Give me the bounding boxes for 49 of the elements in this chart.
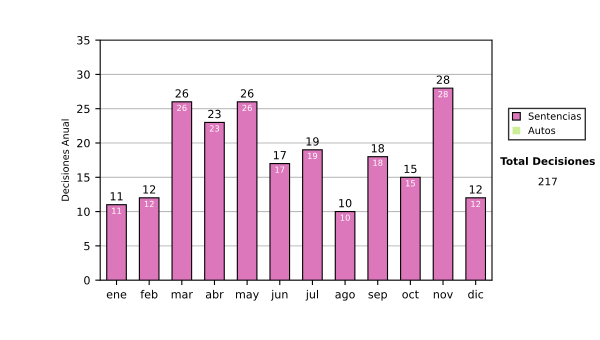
total-label: 15 bbox=[404, 164, 416, 174]
y-tick-label: 25 bbox=[77, 104, 90, 114]
total-label: 28 bbox=[436, 76, 450, 84]
x-tick-label: nov bbox=[434, 292, 453, 298]
x-tick-label: mar bbox=[172, 292, 193, 298]
total-label: 26 bbox=[240, 89, 254, 98]
data-label: 26 bbox=[177, 104, 187, 112]
total-label: 19 bbox=[306, 137, 319, 146]
x-tick-label: jul bbox=[306, 290, 318, 301]
data-label: 15 bbox=[406, 180, 415, 186]
data-label: 28 bbox=[438, 91, 448, 98]
y-tick-label: 35 bbox=[77, 36, 90, 44]
data-label: 12 bbox=[471, 200, 480, 207]
y-tick-label: 0 bbox=[84, 276, 90, 285]
y-tick-label: 5 bbox=[84, 242, 90, 250]
total-label: 23 bbox=[208, 110, 221, 118]
y-tick-label: 10 bbox=[78, 208, 90, 216]
x-tick-label: dic bbox=[468, 290, 484, 298]
x-tick-label: jun bbox=[270, 290, 288, 301]
total-label: 11 bbox=[110, 192, 123, 200]
x-tick-label: sep bbox=[368, 292, 387, 301]
data-label: 10 bbox=[340, 214, 350, 221]
data-label: 23 bbox=[210, 125, 220, 132]
legend-label: Autos bbox=[528, 126, 556, 134]
total-label: 12 bbox=[143, 185, 156, 194]
y-tick-label: 15 bbox=[78, 173, 90, 182]
x-tick-label: ago bbox=[335, 292, 355, 301]
data-label: 26 bbox=[242, 104, 252, 112]
y-tick-label: 20 bbox=[77, 138, 90, 148]
total-label: 26 bbox=[176, 89, 188, 98]
data-label: 18 bbox=[373, 160, 382, 166]
total-label: 12 bbox=[470, 185, 482, 194]
total-label: 10 bbox=[339, 198, 352, 208]
y-tick-label: 30 bbox=[77, 70, 90, 79]
total-label: 17 bbox=[274, 151, 286, 160]
data-label: 17 bbox=[275, 166, 284, 173]
data-label: 12 bbox=[144, 200, 154, 207]
x-tick-label: abr bbox=[206, 290, 224, 298]
text: Total Decisiones bbox=[500, 156, 595, 166]
data-label: 11 bbox=[112, 208, 122, 214]
x-tick-label: may bbox=[236, 292, 259, 301]
text: 217 bbox=[538, 178, 557, 186]
x-tick-label: ene bbox=[106, 292, 126, 298]
x-tick-label: oct bbox=[402, 290, 419, 298]
x-tick-label: feb bbox=[140, 290, 158, 298]
legend-label: Sentencias bbox=[528, 112, 581, 120]
total-label: 18 bbox=[372, 144, 384, 152]
y-axis-title: Decisiones Anual bbox=[61, 119, 69, 201]
data-label: 19 bbox=[308, 152, 318, 160]
